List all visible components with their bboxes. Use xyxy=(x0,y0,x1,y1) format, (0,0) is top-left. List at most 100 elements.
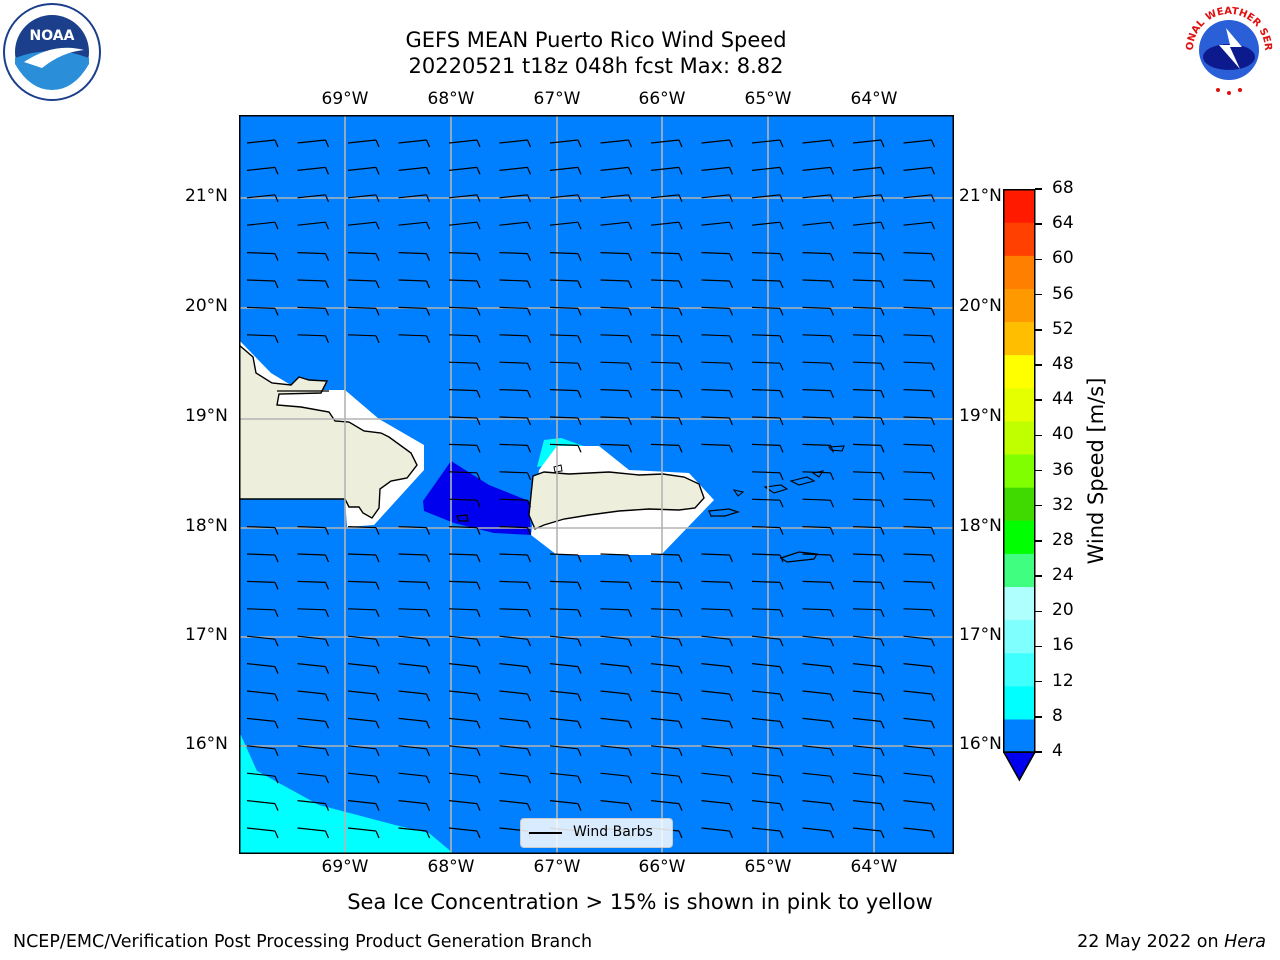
wind-barb xyxy=(398,663,427,668)
graticule xyxy=(239,115,954,854)
wind-barb-feather xyxy=(728,775,734,784)
wind-barb xyxy=(802,194,831,199)
wind-barb xyxy=(549,772,579,777)
wind-barb-feather xyxy=(375,280,380,289)
wind-barb-feather xyxy=(880,390,885,398)
wind-barb-feather xyxy=(728,666,734,674)
wind-barb xyxy=(852,471,882,474)
wind-barb-feather xyxy=(627,390,633,398)
wind-barb xyxy=(751,471,781,474)
wind-barb-feather xyxy=(476,499,481,508)
wind-barb xyxy=(246,827,276,832)
wind-barb xyxy=(246,526,276,529)
wind-barb-feather xyxy=(526,693,532,702)
wind-barb-feather xyxy=(930,748,936,757)
wind-barb-feather xyxy=(930,609,936,618)
wind-barb xyxy=(600,416,629,419)
wind-barb-feather xyxy=(728,445,734,453)
colorbar-band xyxy=(1003,553,1035,588)
wind-barb xyxy=(852,194,882,199)
wind-barb xyxy=(701,635,730,640)
wind-barb-feather xyxy=(476,609,481,618)
wind-barb-feather xyxy=(678,554,683,563)
wind-barb xyxy=(751,635,781,640)
wind-barb-feather xyxy=(779,775,784,784)
footer-branch: NCEP/EMC/Verification Post Processing Pr… xyxy=(13,932,593,952)
colorbar-band xyxy=(1003,321,1035,356)
wind-barb xyxy=(549,279,579,282)
colorbar-band xyxy=(1003,222,1035,256)
wind-barb-feather xyxy=(274,666,279,674)
wind-barb-feather xyxy=(375,167,380,175)
wind-barb-feather xyxy=(577,308,582,316)
wind-barb xyxy=(347,800,377,805)
wind-barb-feather xyxy=(678,830,683,839)
wind-barb xyxy=(650,139,680,144)
wind-barb-feather xyxy=(779,253,784,261)
wind-barb xyxy=(297,635,326,640)
wind-barb-feather xyxy=(829,830,835,839)
wind-barb-feather xyxy=(476,527,481,535)
wind-barb xyxy=(802,772,831,777)
wind-barb xyxy=(549,690,579,695)
wind-barb xyxy=(903,252,932,255)
wind-barb-feather xyxy=(678,721,683,729)
wind-barb-feather xyxy=(526,609,532,618)
wind-barb-feather xyxy=(880,830,885,839)
wind-barb xyxy=(650,717,680,722)
wind-barb xyxy=(903,827,932,832)
wind-barb-feather xyxy=(829,582,835,590)
wind-barb xyxy=(347,306,377,309)
wind-barb-feather xyxy=(930,666,936,674)
wind-barb xyxy=(802,717,831,722)
colorbar-band xyxy=(1003,453,1035,488)
wind-barb xyxy=(347,635,377,640)
wind-barb xyxy=(650,361,680,364)
colorbar-tick-label: 28 xyxy=(1052,529,1074,550)
wind-barb xyxy=(852,580,882,583)
wind-barb xyxy=(499,361,528,364)
colorbar-frame xyxy=(1003,189,1036,753)
wind-barb xyxy=(751,745,781,750)
wind-barb-feather xyxy=(476,362,481,371)
wind-barb-feather xyxy=(476,748,481,757)
wind-barb-feather xyxy=(728,417,734,426)
colorbar-tick-label: 32 xyxy=(1052,494,1074,515)
wind-barb xyxy=(600,580,629,583)
lon-label-top: 69°W xyxy=(321,89,369,109)
wind-barb xyxy=(903,580,932,583)
wind-barb xyxy=(549,361,579,364)
wind-barb-feather xyxy=(577,693,582,702)
colorbar-tick-label: 24 xyxy=(1052,565,1074,586)
wind-barb-feather xyxy=(375,221,380,230)
wind-barb xyxy=(650,389,680,392)
colorbar-tick-label: 56 xyxy=(1052,283,1074,304)
wind-barb-feather xyxy=(375,693,380,702)
wind-barb xyxy=(549,221,579,226)
wind-barb-feather xyxy=(728,693,734,702)
wind-barb xyxy=(903,800,932,805)
wind-barb xyxy=(802,361,831,364)
wind-barb xyxy=(347,663,377,668)
wind-barb-feather xyxy=(779,830,784,839)
wind-barb xyxy=(398,553,427,556)
wind-barb xyxy=(398,690,427,695)
wind-barb xyxy=(751,690,781,695)
map-subtitle: 20220521 t18z 048h fcst Max: 8.82 xyxy=(408,54,784,78)
wind-barb-feather xyxy=(324,253,330,261)
wind-barb xyxy=(903,166,932,171)
wind-barb xyxy=(347,334,377,337)
wind-barb xyxy=(448,194,478,199)
wind-barb-feather xyxy=(829,390,835,398)
wind-barb-feather xyxy=(577,280,582,289)
wind-barb-feather xyxy=(425,803,431,811)
wind-barb-feather xyxy=(930,830,936,839)
wind-barb-feather xyxy=(728,638,734,647)
wind-barb-feather xyxy=(678,775,683,784)
wind-barb xyxy=(903,772,932,777)
wind-barb-feather xyxy=(476,721,481,729)
wind-barb-feather xyxy=(880,167,885,175)
wind-barb xyxy=(297,221,326,226)
wind-barb-feather xyxy=(375,308,380,316)
wind-barb xyxy=(398,139,427,144)
